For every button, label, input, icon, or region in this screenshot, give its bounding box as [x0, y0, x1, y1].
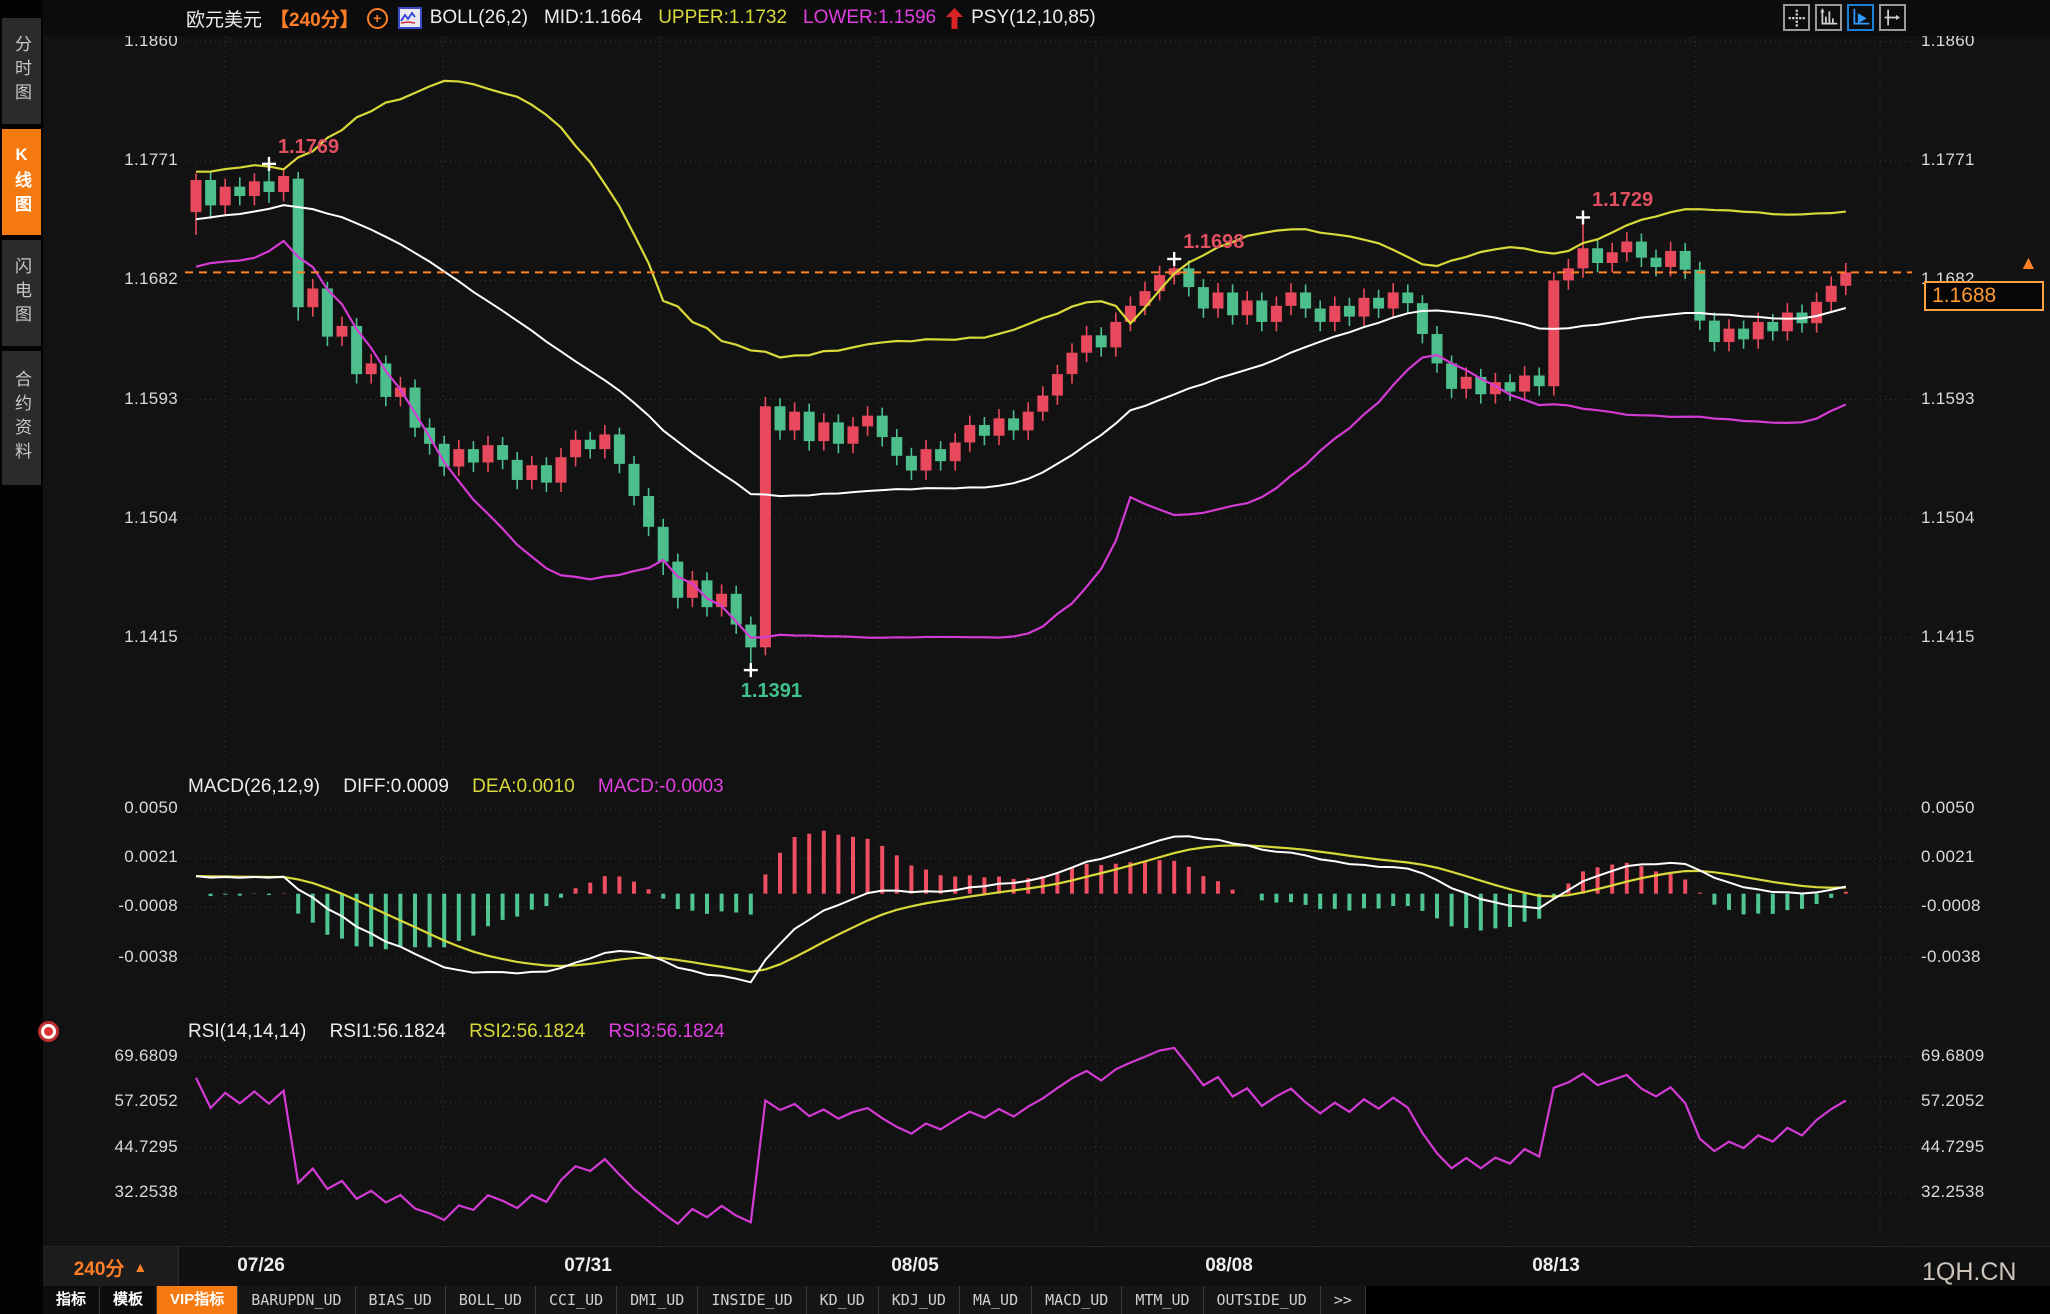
add-indicator-icon[interactable]: +: [366, 7, 388, 29]
rsi3-value: RSI3:56.1824: [608, 1021, 725, 1042]
rsi2-value: RSI2:56.1824: [469, 1021, 586, 1042]
tab-OUTSIDE_UD[interactable]: OUTSIDE_UD: [1203, 1286, 1321, 1314]
rsi-axis-label-left: 32.2538: [114, 1182, 178, 1201]
tab-CCI_UD[interactable]: CCI_UD: [535, 1286, 618, 1314]
price-up-arrow-icon: ▲: [2019, 253, 2038, 274]
price-axis-label-right: 1.1593: [1921, 388, 1975, 408]
tab-KD_UD[interactable]: KD_UD: [806, 1286, 879, 1314]
boll-upper-value: UPPER:1.1732: [658, 7, 788, 28]
period-selector-chip[interactable]: 240分 ▲: [43, 1247, 179, 1287]
boll-indicator-label: BOLL(26,2): [429, 7, 528, 28]
price-axis-label-left: 1.1415: [124, 626, 178, 646]
up-arrow-icon: [946, 7, 964, 29]
time-axis-row: 240分 ▲ 07/26 07/31 08/05 08/08 08/13: [43, 1246, 2050, 1287]
macd-diff-value: DIFF:0.0009: [343, 776, 449, 797]
sidebar-item-0[interactable]: 分时图: [2, 18, 41, 124]
rsi-axis-label-right: 69.6809: [1921, 1045, 1985, 1065]
rsi-axis-label-left: 57.2052: [114, 1091, 178, 1111]
watermark: 1QH.CN: [1922, 1258, 2017, 1286]
tab-MTM_UD[interactable]: MTM_UD: [1122, 1286, 1204, 1314]
price-axis-label-left: 1.1504: [124, 507, 178, 527]
price-annotation: 1.1391: [740, 680, 802, 703]
tab-指标[interactable]: 指标: [43, 1286, 101, 1314]
price-axis-label-right: 1.1771: [1921, 150, 1975, 170]
tab->>[interactable]: >>: [1320, 1286, 1366, 1314]
date-label: 07/26: [237, 1255, 285, 1276]
period-chip-label: 240分: [73, 1258, 125, 1280]
date-label: 08/08: [1205, 1255, 1253, 1276]
rsi-name: RSI(14,14,14): [188, 1021, 307, 1042]
rsi-pane-header: RSI(14,14,14) RSI1:56.1824 RSI2:56.1824 …: [188, 1021, 725, 1043]
current-price-box: 1.1688: [1924, 281, 2044, 311]
period-badge[interactable]: 【240分】: [270, 9, 359, 31]
psy-indicator-label: PSY(12,10,85): [971, 7, 1096, 28]
tab-MA_UD[interactable]: MA_UD: [959, 1286, 1033, 1314]
price-annotation: 1.1729: [1592, 189, 1654, 212]
sidebar-item-1[interactable]: K线图: [2, 129, 41, 235]
macd-axis-label-right: 0.0021: [1921, 847, 1975, 867]
price-annotation: 1.1698: [1183, 230, 1245, 253]
axis-scale-icon[interactable]: [1815, 4, 1842, 31]
price-axis-label-left: 1.1682: [124, 269, 178, 289]
macd-name: MACD(26,12,9): [188, 776, 320, 797]
price-axis-label-left: 1.1771: [124, 150, 178, 170]
rsi-axis-label-right: 32.2538: [1921, 1182, 1985, 1201]
macd-hist-value: MACD:-0.0003: [597, 776, 724, 797]
boll-mid-value: MID:1.1664: [543, 7, 643, 28]
tab-BOLL_UD[interactable]: BOLL_UD: [445, 1286, 536, 1314]
macd-axis-label-left: 0.0050: [124, 798, 178, 818]
date-label: 08/13: [1532, 1255, 1580, 1276]
macd-pane-header: MACD(26,12,9) DIFF:0.0009 DEA:0.0010 MAC…: [188, 776, 724, 798]
rsi-axis-label-right: 44.7295: [1921, 1136, 1985, 1156]
tab-MACD_UD[interactable]: MACD_UD: [1032, 1286, 1123, 1314]
date-label: 08/05: [891, 1255, 939, 1276]
price-annotation: 1.1769: [278, 135, 340, 158]
measure-icon[interactable]: [1879, 4, 1906, 31]
rsi-axis-label-left: 44.7295: [114, 1136, 178, 1156]
tab-DMI_UD[interactable]: DMI_UD: [617, 1286, 699, 1314]
macd-axis-label-right: -0.0038: [1921, 947, 1981, 966]
tab-VIP指标[interactable]: VIP指标: [157, 1286, 239, 1314]
price-axis-label-right: 1.1415: [1921, 626, 1975, 646]
tab-模板[interactable]: 模板: [100, 1286, 158, 1314]
macd-dea-value: DEA:0.0010: [472, 776, 575, 797]
axis-play-icon[interactable]: [1847, 4, 1874, 31]
tab-KDJ_UD[interactable]: KDJ_UD: [878, 1286, 960, 1314]
date-label: 07/31: [564, 1255, 612, 1276]
tab-BARUPDN_UD[interactable]: BARUPDN_UD: [238, 1286, 356, 1314]
sidebar-item-3[interactable]: 合约资料: [2, 351, 41, 485]
sidebar-item-2[interactable]: 闪电图: [2, 240, 41, 346]
price-axis-label-left: 1.1593: [124, 388, 178, 408]
indicator-tab-bar: 指标 模板 VIP指标 BARUPDN_UD BIAS_UD BOLL_UD CCI_UD D…: [43, 1286, 2050, 1314]
macd-axis-label-right: -0.0008: [1921, 896, 1981, 916]
tab-BIAS_UD[interactable]: BIAS_UD: [355, 1286, 446, 1314]
macd-axis-label-right: 0.0050: [1921, 798, 1975, 818]
period-chip-arrow: ▲: [133, 1259, 148, 1275]
rsi1-value: RSI1:56.1824: [329, 1021, 446, 1042]
mini-chart-icon: [397, 7, 422, 29]
macd-axis-label-left: -0.0008: [118, 896, 178, 916]
rsi-axis-label-left: 69.6809: [114, 1045, 178, 1065]
pan-tool-icon[interactable]: [1783, 4, 1810, 31]
symbol-name: 欧元美元: [186, 9, 263, 31]
chart-type-sidebar: 分时图 K线图闪电图合约资料: [0, 0, 43, 1314]
rsi-axis-label-right: 57.2052: [1921, 1091, 1985, 1111]
macd-axis-label-left: 0.0021: [124, 847, 178, 867]
price-axis-label-right: 1.1504: [1921, 507, 1975, 527]
boll-lower-value: LOWER:1.1596: [803, 7, 937, 28]
tab-INSIDE_UD[interactable]: INSIDE_UD: [698, 1286, 807, 1314]
indicator-marker-icon: [41, 1024, 56, 1039]
chart-header-bar: 欧元美元 【240分】 + BOLL(26,2) MID:1.1664 UPPE…: [43, 0, 2050, 36]
macd-axis-label-left: -0.0038: [118, 947, 178, 966]
